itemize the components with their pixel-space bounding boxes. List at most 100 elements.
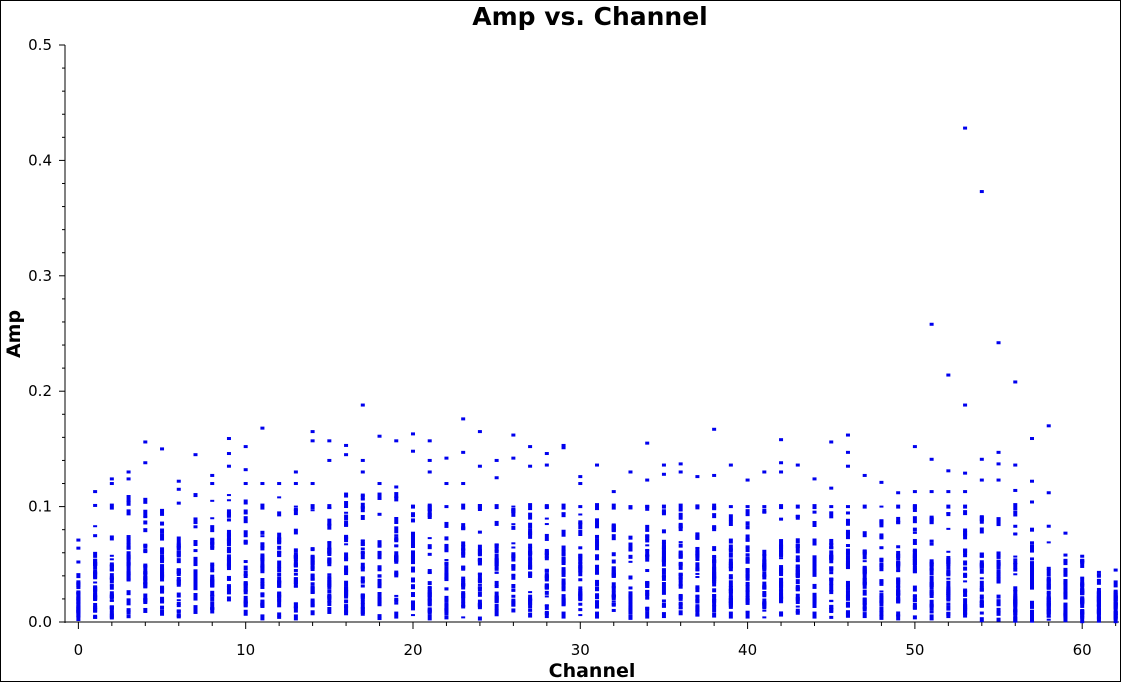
- data-point: [494, 553, 499, 560]
- data-point: [544, 575, 549, 582]
- data-point: [444, 615, 449, 620]
- data-point: [360, 562, 365, 569]
- data-point: [260, 553, 265, 559]
- data-point: [829, 566, 834, 572]
- data-point: [745, 567, 750, 575]
- data-point: [277, 567, 282, 573]
- data-point: [427, 552, 432, 556]
- data-point: [996, 576, 1001, 583]
- data-point: [243, 560, 248, 564]
- data-point: [126, 614, 131, 619]
- data-point: [979, 617, 984, 623]
- data-point: [611, 490, 616, 494]
- data-point: [645, 555, 650, 558]
- data-point: [76, 596, 81, 601]
- data-point: [277, 576, 282, 584]
- data-point: [394, 551, 399, 557]
- data-point: [410, 559, 415, 563]
- data-point: [1046, 424, 1051, 428]
- data-point: [310, 430, 315, 434]
- data-point: [946, 555, 951, 562]
- data-point: [1013, 615, 1018, 623]
- data-point: [795, 559, 800, 563]
- data-point: [661, 550, 666, 557]
- data-point: [1013, 380, 1018, 384]
- data-point: [1046, 541, 1051, 544]
- data-point: [812, 564, 817, 571]
- data-point: [427, 470, 432, 474]
- data-point: [979, 568, 984, 574]
- data-point: [160, 605, 165, 610]
- data-point: [377, 575, 382, 578]
- data-point: [344, 580, 349, 587]
- data-point: [829, 440, 834, 444]
- data-point: [394, 534, 399, 537]
- data-point: [310, 587, 315, 592]
- data-point: [293, 563, 298, 567]
- data-point: [963, 554, 968, 558]
- data-point: [293, 614, 298, 621]
- data-point: [896, 516, 901, 522]
- data-point: [979, 605, 984, 608]
- data-point: [494, 458, 499, 462]
- data-point: [410, 531, 415, 539]
- data-point: [561, 598, 566, 606]
- data-point: [862, 597, 867, 600]
- data-point: [310, 439, 315, 443]
- data-point: [528, 598, 533, 605]
- data-point: [1046, 592, 1051, 600]
- data-point: [996, 574, 1001, 579]
- data-point: [176, 548, 181, 551]
- data-point: [929, 457, 934, 461]
- data-point: [762, 549, 767, 556]
- data-point: [1063, 569, 1068, 577]
- data-point: [946, 565, 951, 570]
- data-point: [344, 543, 349, 546]
- data-point: [879, 480, 884, 484]
- data-point: [645, 592, 650, 599]
- data-point: [695, 587, 700, 593]
- data-point: [661, 504, 666, 509]
- data-point: [528, 522, 533, 529]
- data-point: [779, 611, 784, 615]
- data-point: [1030, 612, 1035, 616]
- data-point: [845, 548, 850, 554]
- data-point: [511, 567, 516, 571]
- data-point: [427, 609, 432, 613]
- data-point: [93, 490, 98, 494]
- data-point: [528, 594, 533, 601]
- data-point: [76, 586, 81, 590]
- data-point: [226, 529, 231, 537]
- data-point: [310, 556, 315, 560]
- data-point: [829, 543, 834, 550]
- data-point: [611, 559, 616, 564]
- data-point: [745, 596, 750, 601]
- data-point: [494, 543, 499, 546]
- data-point: [93, 525, 98, 528]
- data-point: [1096, 608, 1101, 616]
- data-point: [561, 545, 566, 552]
- data-point: [427, 581, 432, 586]
- data-point: [645, 544, 650, 547]
- data-point: [779, 461, 784, 465]
- data-point: [896, 550, 901, 558]
- data-point: [979, 586, 984, 592]
- data-point: [327, 518, 332, 526]
- data-point: [963, 403, 968, 407]
- data-point: [176, 609, 181, 613]
- data-point: [293, 548, 298, 553]
- data-point: [444, 562, 449, 567]
- data-point: [76, 601, 81, 609]
- data-point: [712, 563, 717, 571]
- data-point: [260, 566, 265, 574]
- data-point: [260, 535, 265, 538]
- data-point: [1013, 586, 1018, 592]
- data-point: [544, 463, 549, 467]
- data-point: [628, 470, 633, 474]
- data-point: [578, 530, 583, 537]
- data-point: [963, 573, 968, 578]
- data-point: [344, 610, 349, 616]
- data-point: [394, 485, 399, 489]
- data-point: [461, 503, 466, 510]
- data-point: [963, 566, 968, 571]
